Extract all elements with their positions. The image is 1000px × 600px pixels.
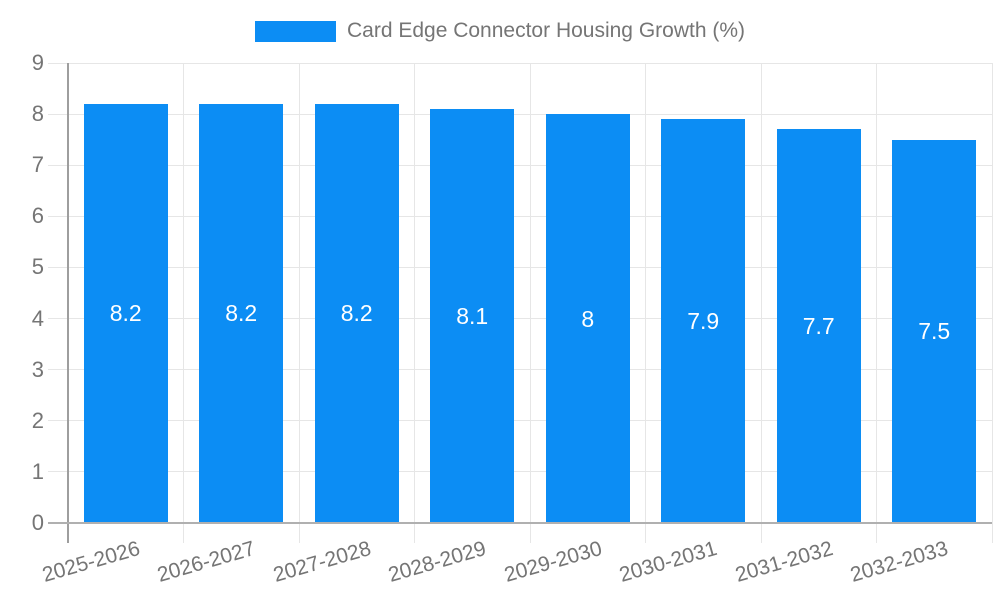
legend-color-swatch — [254, 20, 336, 42]
bar[interactable] — [776, 129, 861, 523]
grid-line-horizontal — [48, 369, 992, 371]
bar[interactable] — [892, 139, 977, 523]
bar[interactable] — [430, 109, 515, 523]
grid-line-horizontal — [48, 420, 992, 422]
bar[interactable] — [83, 103, 168, 523]
grid-line-horizontal — [48, 266, 992, 268]
bar[interactable] — [199, 103, 284, 523]
grid-line-vertical — [298, 63, 300, 543]
legend-label: Card Edge Connector Housing Growth (%) — [346, 19, 745, 42]
grid-line-vertical — [645, 63, 646, 543]
grid-line-vertical — [760, 63, 762, 543]
y-axis-label: 9 — [31, 50, 44, 75]
y-axis-line — [66, 63, 69, 543]
y-axis-label: 2 — [31, 407, 44, 433]
grid-line-horizontal — [48, 215, 992, 217]
grid-line-horizontal — [48, 318, 992, 320]
x-axis-baseline — [48, 522, 992, 524]
chart-legend: Card Edge Connector Housing Growth (%) — [0, 19, 1000, 42]
y-axis-label: 6 — [31, 203, 44, 229]
y-axis-label: 3 — [31, 356, 44, 382]
y-axis-label: 7 — [31, 152, 44, 178]
grid-line-vertical — [876, 63, 877, 543]
bar[interactable] — [545, 114, 630, 523]
grid-line-horizontal — [48, 62, 992, 64]
y-axis-label: 4 — [31, 305, 44, 331]
grid-line-vertical — [529, 63, 531, 543]
y-axis-label: 0 — [31, 510, 44, 535]
grid-line-vertical — [414, 63, 415, 543]
bar[interactable] — [314, 103, 399, 523]
grid-line-horizontal — [48, 164, 992, 166]
y-axis-label: 8 — [31, 101, 44, 127]
grid-line-vertical — [991, 63, 993, 543]
grid-line-vertical — [183, 63, 184, 543]
y-axis-label: 1 — [31, 458, 44, 484]
grid-line-horizontal — [48, 113, 992, 115]
y-axis-label: 5 — [31, 254, 44, 280]
bar[interactable] — [661, 119, 746, 523]
grid-line-horizontal — [48, 471, 992, 473]
